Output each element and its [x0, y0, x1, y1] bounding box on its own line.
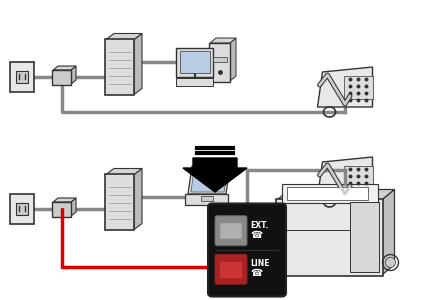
FancyBboxPatch shape [215, 254, 247, 284]
FancyBboxPatch shape [221, 262, 241, 277]
FancyBboxPatch shape [176, 47, 213, 76]
Polygon shape [183, 158, 247, 192]
Polygon shape [53, 66, 76, 70]
Polygon shape [191, 169, 228, 192]
FancyBboxPatch shape [176, 78, 213, 86]
FancyBboxPatch shape [212, 57, 227, 62]
FancyBboxPatch shape [53, 202, 71, 217]
FancyBboxPatch shape [53, 70, 71, 85]
Polygon shape [317, 67, 372, 107]
FancyBboxPatch shape [105, 174, 134, 230]
FancyBboxPatch shape [208, 203, 286, 296]
Polygon shape [106, 169, 142, 175]
Polygon shape [188, 166, 230, 194]
FancyBboxPatch shape [345, 166, 374, 188]
Polygon shape [134, 169, 142, 230]
Text: ☎: ☎ [250, 268, 262, 278]
Polygon shape [106, 34, 142, 40]
Polygon shape [53, 198, 76, 202]
FancyBboxPatch shape [277, 199, 383, 275]
FancyBboxPatch shape [287, 187, 368, 200]
Text: ☎: ☎ [250, 230, 262, 240]
FancyBboxPatch shape [185, 194, 229, 205]
Polygon shape [210, 38, 236, 43]
Circle shape [385, 257, 396, 268]
Text: EXT.: EXT. [250, 221, 268, 230]
Polygon shape [317, 157, 372, 197]
FancyBboxPatch shape [210, 43, 230, 82]
Polygon shape [382, 190, 394, 274]
FancyBboxPatch shape [105, 39, 134, 95]
FancyBboxPatch shape [221, 223, 241, 238]
FancyBboxPatch shape [10, 194, 34, 224]
FancyBboxPatch shape [187, 73, 203, 79]
FancyBboxPatch shape [180, 51, 210, 73]
Text: LINE: LINE [250, 259, 269, 268]
Polygon shape [278, 190, 394, 200]
FancyBboxPatch shape [345, 76, 374, 98]
Polygon shape [230, 38, 236, 81]
FancyBboxPatch shape [201, 196, 213, 201]
FancyBboxPatch shape [215, 216, 247, 246]
FancyBboxPatch shape [16, 203, 28, 215]
FancyBboxPatch shape [10, 62, 34, 92]
Polygon shape [71, 66, 76, 84]
FancyBboxPatch shape [350, 202, 379, 272]
FancyBboxPatch shape [282, 184, 378, 203]
Polygon shape [134, 34, 142, 94]
FancyBboxPatch shape [16, 71, 28, 83]
Polygon shape [71, 198, 76, 216]
